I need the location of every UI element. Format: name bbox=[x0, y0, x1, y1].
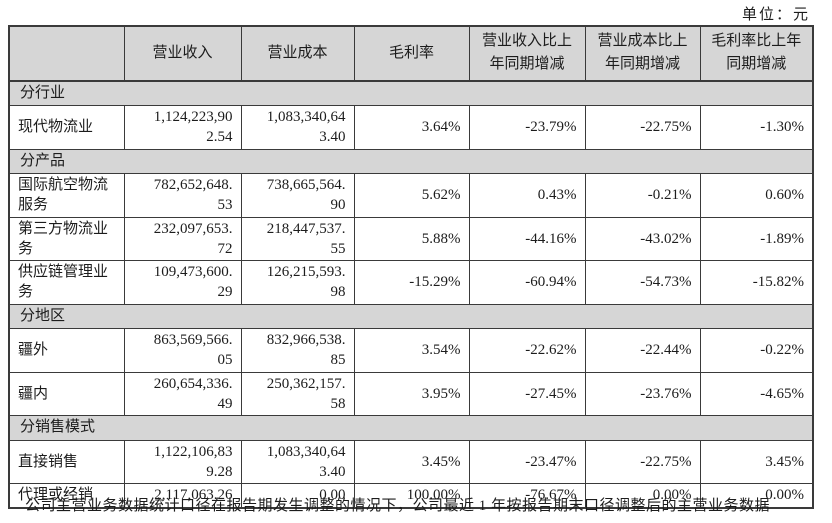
margin-cell: 3.64% bbox=[353, 105, 470, 150]
section-title: 分销售模式 bbox=[8, 415, 814, 441]
cost-cell: 738,665,564.90 bbox=[240, 173, 355, 218]
revenue-value: 2,117,063.26 bbox=[154, 487, 233, 504]
margin-cell: 5.62% bbox=[353, 173, 470, 218]
margin-change-cell: -4.65% bbox=[699, 371, 814, 416]
margin-change-cell: 0.60% bbox=[699, 173, 814, 218]
row-label: 国际航空物流服务 bbox=[8, 173, 125, 218]
section-header-row: 分产品 bbox=[8, 148, 814, 174]
margin-cell: 5.88% bbox=[353, 216, 470, 261]
unit-label: 单位：元 bbox=[741, 7, 810, 23]
cost-value: 1,083,340,643.40 bbox=[266, 443, 346, 480]
revenue-cell: 260,654,336.49 bbox=[123, 371, 242, 416]
revenue-change-cell: -23.47% bbox=[468, 439, 586, 484]
margin-change-cell: -1.89% bbox=[699, 216, 814, 261]
section-header-row: 分行业 bbox=[8, 80, 814, 106]
cost-change-cell: -22.75% bbox=[584, 439, 701, 484]
section-title: 分产品 bbox=[8, 148, 814, 174]
col-header-cost: 营业成本 bbox=[240, 25, 355, 82]
cost-value: 218,447,537.55 bbox=[266, 220, 346, 257]
revenue-change-cell: -23.79% bbox=[468, 105, 586, 150]
cost-cell: 1,083,340,643.40 bbox=[240, 439, 355, 484]
cost-change-cell: -22.75% bbox=[584, 105, 701, 150]
margin-change-cell: -1.30% bbox=[699, 105, 814, 150]
revenue-value: 1,122,106,839.28 bbox=[153, 443, 233, 480]
section-title: 分地区 bbox=[8, 303, 814, 329]
revenue-cell: 782,652,648.53 bbox=[123, 173, 242, 218]
revenue-cell: 109,473,600.29 bbox=[123, 260, 242, 305]
section-header-row: 分销售模式 bbox=[8, 415, 814, 441]
revenue-change-cell: 0.43% bbox=[468, 173, 586, 218]
main-business-table: 营业收入 营业成本 毛利率 营业收入比上年同期增减 营业成本比上年同期增减 毛利… bbox=[8, 25, 814, 509]
revenue-value: 109,473,600.29 bbox=[153, 264, 233, 301]
col-header-cost-change: 营业成本比上年同期增减 bbox=[584, 25, 701, 82]
cost-cell: 218,447,537.55 bbox=[240, 216, 355, 261]
revenue-change-cell: -22.62% bbox=[468, 328, 586, 373]
margin-cell: -15.29% bbox=[353, 260, 470, 305]
margin-change-cell: -0.22% bbox=[699, 328, 814, 373]
cost-value: 250,362,157.58 bbox=[266, 375, 346, 412]
margin-change-cell: 3.45% bbox=[699, 439, 814, 484]
row-label: 供应链管理业务 bbox=[8, 260, 125, 305]
cost-cell: 250,362,157.58 bbox=[240, 371, 355, 416]
table-row: 疆内 260,654,336.49 250,362,157.58 3.95% -… bbox=[8, 371, 814, 416]
revenue-change-cell: -44.16% bbox=[468, 216, 586, 261]
row-label: 代理或经销 bbox=[8, 482, 125, 509]
revenue-change-cell: -60.94% bbox=[468, 260, 586, 305]
footer-note: 公司主营业务数据统计口径在报告期发生调整的情况下，公司最近 1 年按报告期末口径… bbox=[25, 498, 771, 514]
row-label: 直接销售 bbox=[8, 439, 125, 484]
cost-change-cell: -22.44% bbox=[584, 328, 701, 373]
table-row: 国际航空物流服务 782,652,648.53 738,665,564.90 5… bbox=[8, 173, 814, 218]
col-header-revenue: 营业收入 bbox=[123, 25, 242, 82]
row-label: 疆内 bbox=[8, 371, 125, 416]
margin-cell: 3.45% bbox=[353, 439, 470, 484]
cost-change-cell: -54.73% bbox=[584, 260, 701, 305]
cost-cell: 1,083,340,643.40 bbox=[240, 105, 355, 150]
revenue-cell: 1,124,223,902.54 bbox=[123, 105, 242, 150]
revenue-value: 260,654,336.49 bbox=[153, 375, 233, 412]
revenue-change-cell: -27.45% bbox=[468, 371, 586, 416]
table-row: 直接销售 1,122,106,839.28 1,083,340,643.40 3… bbox=[8, 439, 814, 484]
margin-cell: 3.95% bbox=[353, 371, 470, 416]
revenue-cell: 232,097,653.72 bbox=[123, 216, 242, 261]
cost-value: 1,083,340,643.40 bbox=[266, 109, 346, 146]
table-row: 疆外 863,569,566.05 832,966,538.85 3.54% -… bbox=[8, 328, 814, 373]
revenue-value: 863,569,566.05 bbox=[153, 332, 233, 369]
section-title: 分行业 bbox=[8, 80, 814, 106]
margin-change-cell: 0.00% bbox=[699, 482, 814, 509]
cost-change-cell: -23.76% bbox=[584, 371, 701, 416]
cost-change-cell: -43.02% bbox=[584, 216, 701, 261]
cost-cell: 832,966,538.85 bbox=[240, 328, 355, 373]
table-header-row: 营业收入 营业成本 毛利率 营业收入比上年同期增减 营业成本比上年同期增减 毛利… bbox=[8, 25, 814, 82]
cost-value: 832,966,538.85 bbox=[266, 332, 346, 369]
revenue-cell: 1,122,106,839.28 bbox=[123, 439, 242, 484]
col-header-margin: 毛利率 bbox=[353, 25, 470, 82]
col-header-blank bbox=[8, 25, 125, 82]
revenue-value: 1,124,223,902.54 bbox=[153, 109, 233, 146]
row-label: 第三方物流业务 bbox=[8, 216, 125, 261]
cost-value: 126,215,593.98 bbox=[266, 264, 346, 301]
table-row: 代理或经销 2,117,063.26 0.00 100.00% -76.67% … bbox=[8, 482, 814, 509]
margin-cell: 100.00% bbox=[353, 482, 470, 509]
revenue-cell: 2,117,063.26 bbox=[123, 482, 242, 509]
cost-change-cell: -0.21% bbox=[584, 173, 701, 218]
cost-value: 0.00 bbox=[319, 487, 346, 504]
margin-change-cell: -15.82% bbox=[699, 260, 814, 305]
table-row: 供应链管理业务 109,473,600.29 126,215,593.98 -1… bbox=[8, 260, 814, 305]
revenue-value: 232,097,653.72 bbox=[153, 220, 233, 257]
row-label: 现代物流业 bbox=[8, 105, 125, 150]
section-header-row: 分地区 bbox=[8, 303, 814, 329]
revenue-value: 782,652,648.53 bbox=[153, 177, 233, 214]
table-row: 现代物流业 1,124,223,902.54 1,083,340,643.40 … bbox=[8, 105, 814, 150]
row-label: 疆外 bbox=[8, 328, 125, 373]
cost-cell: 126,215,593.98 bbox=[240, 260, 355, 305]
cost-value: 738,665,564.90 bbox=[266, 177, 346, 214]
col-header-revenue-change: 营业收入比上年同期增减 bbox=[468, 25, 586, 82]
margin-cell: 3.54% bbox=[353, 328, 470, 373]
revenue-cell: 863,569,566.05 bbox=[123, 328, 242, 373]
col-header-margin-change: 毛利率比上年同期增减 bbox=[699, 25, 814, 82]
table-row: 第三方物流业务 232,097,653.72 218,447,537.55 5.… bbox=[8, 216, 814, 261]
